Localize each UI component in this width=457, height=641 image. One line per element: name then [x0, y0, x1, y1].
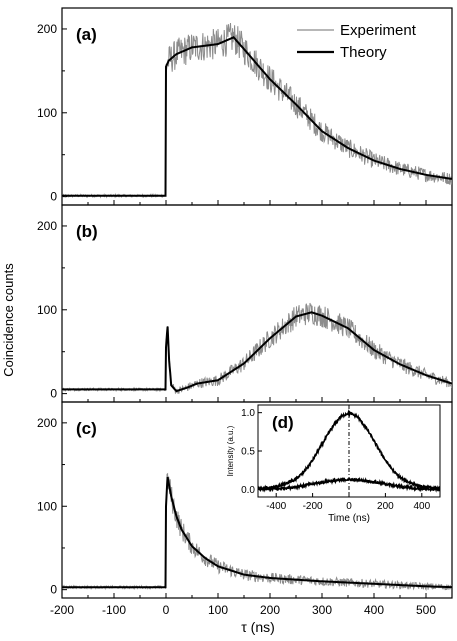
inset-series-line-1 — [258, 409, 440, 492]
panel-label: (c) — [76, 419, 97, 438]
inset-y-axis-label: Intensity (a.u.) — [226, 425, 235, 476]
series-theory-line — [62, 311, 452, 393]
inset-x-tick-label: 200 — [377, 501, 394, 512]
shared-x-axis-label: τ (ns) — [241, 619, 275, 635]
y-tick-label: 100 — [37, 106, 57, 120]
y-tick-label: 200 — [37, 416, 57, 430]
inset-x-tick-label: 400 — [413, 501, 430, 512]
legend: Experiment Theory — [297, 22, 417, 61]
inset-y-tick-label: 0.5 — [241, 447, 255, 458]
x-tick-label: 200 — [260, 603, 280, 617]
y-tick-label: 100 — [37, 499, 57, 513]
y-tick-label: 100 — [37, 303, 57, 317]
panel-label: (b) — [76, 222, 98, 241]
x-tick-label: 100 — [208, 603, 228, 617]
x-tick-label: -200 — [50, 603, 74, 617]
x-tick-label: -100 — [102, 603, 126, 617]
inset-x-tick-label: -400 — [266, 501, 286, 512]
x-tick-label: 0 — [163, 603, 170, 617]
inset-panel-d: 0.0 0.5 1.0 -400 -200 0 200 400 (d) Time (ns) Inte… — [226, 404, 441, 524]
y-tick-label: 200 — [37, 22, 57, 36]
inset-x-tick-label: 0 — [346, 501, 352, 512]
main-panels: 0 100 200 (a) Experiment Theory 0 100 200 (b) 0 100… — [37, 7, 453, 617]
inset-x-tick-label: -200 — [303, 501, 323, 512]
panel-c: 0 100 200 -200 -100 0 100 200 300 400 500 (c) — [37, 401, 453, 617]
panel-frame — [61, 401, 453, 599]
legend-theory-label: Theory — [340, 44, 387, 61]
panel-a: 0 100 200 (a) Experiment Theory — [37, 7, 453, 206]
inset-y-tick-label: 1.0 — [241, 408, 255, 419]
x-tick-label: 500 — [416, 603, 436, 617]
x-tick-label: 300 — [312, 603, 332, 617]
panel-label: (a) — [76, 25, 97, 44]
y-tick-label: 0 — [50, 387, 57, 401]
inset-series-line-2 — [258, 476, 440, 493]
y-tick-label: 200 — [37, 219, 57, 233]
x-tick-label: 400 — [364, 603, 384, 617]
y-tick-label: 0 — [50, 583, 57, 597]
legend-experiment-label: Experiment — [340, 22, 417, 39]
inset-y-tick-label: 0.0 — [241, 485, 255, 496]
y-tick-label: 0 — [50, 190, 57, 204]
panel-b: 0 100 200 (b) — [37, 204, 453, 403]
inset-panel-label: (d) — [272, 413, 294, 432]
inset-x-axis-label: Time (ns) — [328, 513, 370, 524]
series-theory-line — [62, 476, 452, 589]
series-theory-line — [62, 36, 452, 197]
shared-y-axis-label: Coincidence counts — [1, 263, 16, 377]
